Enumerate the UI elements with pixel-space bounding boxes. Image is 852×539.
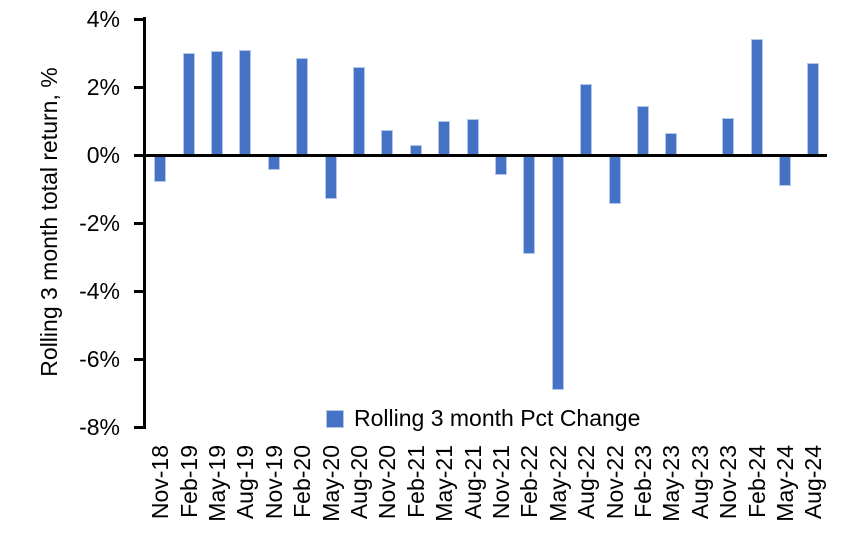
x-tick-label: Nov-22 (601, 445, 628, 520)
legend-label: Rolling 3 month Pct Change (354, 405, 641, 431)
x-tick-label: Nov-18 (147, 445, 174, 520)
zero-axis-line (146, 153, 827, 157)
x-tick-label: May-20 (317, 445, 344, 522)
bar-Aug-24 (807, 63, 820, 155)
x-tick-label: Aug-24 (800, 445, 827, 520)
bar-Nov-22 (608, 155, 621, 205)
x-tick-label: Nov-19 (260, 445, 287, 520)
bar-Feb-20 (296, 58, 309, 155)
x-tick-label: Feb-24 (743, 445, 770, 518)
x-tick-label: Feb-23 (630, 445, 656, 518)
bar-May-22 (551, 155, 564, 390)
y-tick-mark (134, 17, 146, 21)
x-tick-label: Nov-21 (488, 445, 514, 520)
y-tick-mark (134, 85, 146, 89)
bar-Aug-22 (580, 83, 593, 155)
y-tick-label: -6% (79, 346, 120, 372)
x-tick-label: Feb-21 (402, 445, 429, 518)
x-tick-label: Aug-22 (573, 445, 600, 520)
bar-Nov-21 (495, 155, 507, 176)
y-tick-mark (134, 357, 146, 361)
y-axis-line (143, 17, 146, 429)
x-tick-label: Feb-20 (289, 445, 316, 518)
bar-May-19 (211, 51, 223, 155)
x-tick-label: Aug-21 (459, 445, 486, 520)
bar-Nov-20 (381, 129, 394, 155)
y-tick-mark (134, 221, 146, 225)
y-tick-mark (134, 425, 146, 429)
x-tick-label: Aug-19 (232, 445, 259, 520)
y-tick-mark (134, 153, 146, 157)
bar-May-21 (438, 121, 451, 155)
bar-Feb-19 (182, 53, 195, 155)
y-tick-label: 2% (86, 74, 120, 100)
bar-May-20 (324, 155, 337, 200)
bar-Aug-19 (239, 49, 252, 155)
bar-Aug-20 (353, 66, 365, 155)
bar-Feb-22 (523, 155, 536, 254)
x-tick-label: Aug-20 (346, 445, 372, 520)
bar-Nov-19 (267, 155, 280, 171)
x-tick-label: May-19 (204, 445, 230, 522)
y-tick-label: -8% (79, 414, 120, 440)
bar-May-24 (779, 155, 791, 186)
legend: Rolling 3 month Pct Change (326, 405, 640, 432)
x-tick-label: Feb-22 (516, 445, 543, 518)
x-tick-label: May-23 (658, 445, 685, 522)
y-tick-label: 0% (86, 142, 120, 168)
x-tick-label: Nov-23 (715, 445, 742, 520)
y-tick-mark (134, 289, 146, 293)
x-tick-label: Feb-19 (175, 445, 202, 518)
legend-swatch-icon (326, 409, 344, 428)
y-tick-label: 4% (86, 6, 120, 32)
bar-Aug-21 (466, 119, 479, 155)
x-tick-label: Nov-20 (374, 445, 401, 520)
bar-Feb-24 (750, 39, 763, 155)
x-tick-label: Aug-23 (686, 445, 713, 520)
bar-Feb-23 (637, 105, 649, 155)
bar-Nov-18 (154, 155, 167, 183)
y-tick-label: -4% (79, 278, 120, 304)
x-tick-label: May-21 (431, 445, 458, 522)
y-tick-label: -2% (79, 210, 120, 236)
bar-Nov-23 (722, 117, 735, 155)
x-tick-label: May-24 (772, 445, 798, 522)
x-tick-label: May-22 (544, 445, 571, 522)
bar-May-23 (665, 132, 678, 155)
